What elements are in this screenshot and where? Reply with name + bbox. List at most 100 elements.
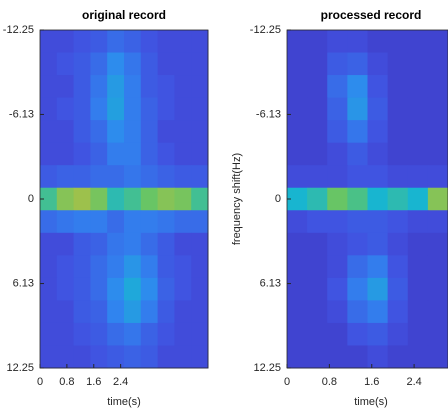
heatmap-cell [347,210,368,234]
y-tick-label: 12.25 [253,362,281,374]
y-tick-label: 0 [28,193,34,205]
heatmap-cell [90,97,108,121]
heatmap-cell [40,255,58,279]
heatmap-cell [40,232,58,256]
heatmap-cell [287,277,308,301]
heatmap-cell [73,300,91,324]
heatmap-cell [73,255,91,279]
heatmap-cell [327,300,348,324]
heatmap-cell [40,142,58,166]
heatmap-cell [73,187,91,211]
heatmap-cell [367,30,389,54]
heatmap-cell [107,277,125,301]
heatmap-cell [90,345,108,369]
heatmap-cell [40,300,58,324]
heatmap-cell [174,345,192,369]
heatmap-cell [427,52,448,76]
heatmap-cell [427,165,448,189]
heatmap-cell [287,52,308,76]
heatmap-cell [40,97,58,121]
heatmap-cell [347,187,368,211]
heatmap-cell [174,210,192,234]
heatmap-cell [90,277,108,301]
heatmap-cell [427,142,448,166]
heatmap-cell [191,345,209,369]
x-tick-label: 0 [37,376,43,388]
heatmap-cell [40,30,58,54]
heatmap-cell [107,52,125,76]
heatmap-cell [367,120,389,144]
heatmap-cell [174,187,192,211]
heatmap-cell [387,142,409,166]
heatmap-cell [124,277,142,301]
y-tick-label: 6.13 [260,277,281,289]
heatmap-cell [287,345,308,369]
heatmap-cell [427,322,448,346]
heatmap-cell [307,300,328,324]
heatmap-cell [407,322,429,346]
heatmap-cell [387,75,409,99]
heatmap-cell [307,52,328,76]
heatmap-cell [56,255,75,279]
heatmap-cell [387,277,409,301]
heatmap-cell [124,322,142,346]
heatmap-cell [107,255,125,279]
heatmap-cell [140,322,159,346]
heatmap-cell [107,30,125,54]
heatmap-cell [307,322,328,346]
heatmap-cell [287,120,308,144]
heatmap-cell [191,142,209,166]
heatmap-cell [157,142,175,166]
heatmap-cell [157,345,175,369]
heatmap-cell [157,30,175,54]
heatmap-cell [347,300,368,324]
heatmap-cell [367,255,389,279]
heatmap-cell [427,345,448,369]
heatmap-cell [427,255,448,279]
x-tick-label: 0.8 [59,376,74,388]
heatmap-cell [56,232,75,256]
heatmap-cell [56,120,75,144]
heatmap-cell [56,165,75,189]
heatmap-cell [307,345,328,369]
heatmap-cell [73,30,91,54]
heatmap-cell [56,277,75,301]
heatmap-cell [124,30,142,54]
heatmap-cell [347,322,368,346]
heatmap-cell [40,120,58,144]
heatmap-cell [107,97,125,121]
heatmap-cell [124,210,142,234]
y-tick-label: 6.13 [13,277,34,289]
heatmap-cell [307,232,328,256]
heatmap-cell [174,232,192,256]
heatmap-cell [40,345,58,369]
heatmap-cell [367,97,389,121]
heatmap-cell [347,277,368,301]
heatmap-cell [73,345,91,369]
heatmap-cell [327,120,348,144]
heatmap-cell [174,300,192,324]
heatmap-cell [387,300,409,324]
heatmap-cell [407,277,429,301]
heatmap-cell [287,165,308,189]
heatmap-cell [174,52,192,76]
heatmap-cell [427,75,448,99]
y-tick-label: 12.25 [6,362,34,374]
heatmap-cell [191,120,209,144]
heatmap-cell [407,142,429,166]
heatmap-cell [124,187,142,211]
heatmap-cell [140,120,159,144]
heatmap-cell [140,30,159,54]
x-tick-label: 0 [284,376,290,388]
heatmap-cell [407,210,429,234]
heatmap-cell [327,232,348,256]
heatmap-cell [124,165,142,189]
heatmap-cell [107,322,125,346]
heatmap-cell [191,75,209,99]
heatmap-cell [387,52,409,76]
heatmap-cell [140,165,159,189]
heatmap-cell [387,165,409,189]
heatmap-cell [124,255,142,279]
heatmap-cell [157,120,175,144]
heatmap-cell [307,210,328,234]
